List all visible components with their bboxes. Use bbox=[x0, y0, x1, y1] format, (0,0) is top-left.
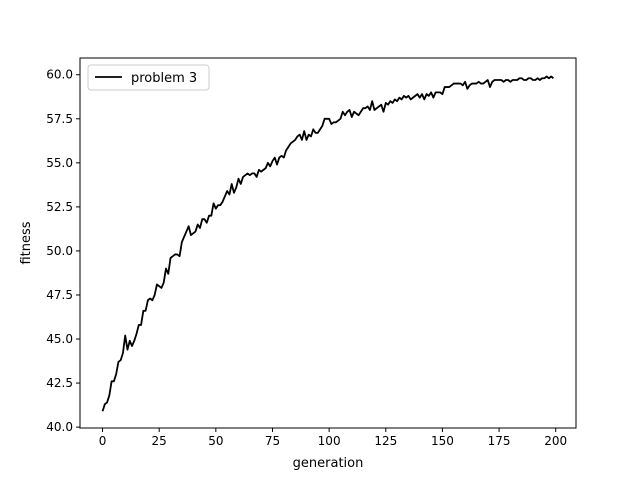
plot-area bbox=[101, 75, 555, 412]
axes-frame bbox=[79, 57, 577, 429]
x-axis-label: generation bbox=[293, 456, 364, 471]
series-line-0 bbox=[101, 75, 555, 412]
legend-box bbox=[87, 64, 210, 91]
y-tick-label: 57.5 bbox=[46, 112, 73, 126]
x-tick-label: 75 bbox=[265, 434, 280, 448]
x-axis-ticks: 0 25 50 75 100 125 150 175 200 bbox=[99, 428, 567, 448]
y-tick-label: 40.0 bbox=[46, 420, 73, 434]
y-axis-label: fitness bbox=[19, 221, 34, 264]
y-tick-label: 50.0 bbox=[46, 244, 73, 258]
y-axis-ticks: 40.0 42.5 45.0 47.5 50.0 52.5 55.0 57.5 60.0 bbox=[46, 68, 80, 434]
y-tick-label: 55.0 bbox=[46, 156, 73, 170]
legend: problem 3 bbox=[87, 64, 210, 91]
y-tick-label: 60.0 bbox=[46, 68, 73, 82]
x-tick-label: 100 bbox=[318, 434, 341, 448]
x-tick-label: 150 bbox=[431, 434, 454, 448]
x-tick-label: 125 bbox=[374, 434, 397, 448]
y-tick-label: 47.5 bbox=[46, 288, 73, 302]
x-tick-label: 175 bbox=[488, 434, 511, 448]
x-tick-label: 200 bbox=[544, 434, 567, 448]
legend-label: problem 3 bbox=[131, 71, 197, 86]
y-tick-label: 52.5 bbox=[46, 200, 73, 214]
y-tick-label: 45.0 bbox=[46, 332, 73, 346]
x-tick-label: 0 bbox=[99, 434, 107, 448]
x-tick-label: 50 bbox=[208, 434, 223, 448]
y-tick-label: 42.5 bbox=[46, 376, 73, 390]
x-tick-label: 25 bbox=[152, 434, 167, 448]
